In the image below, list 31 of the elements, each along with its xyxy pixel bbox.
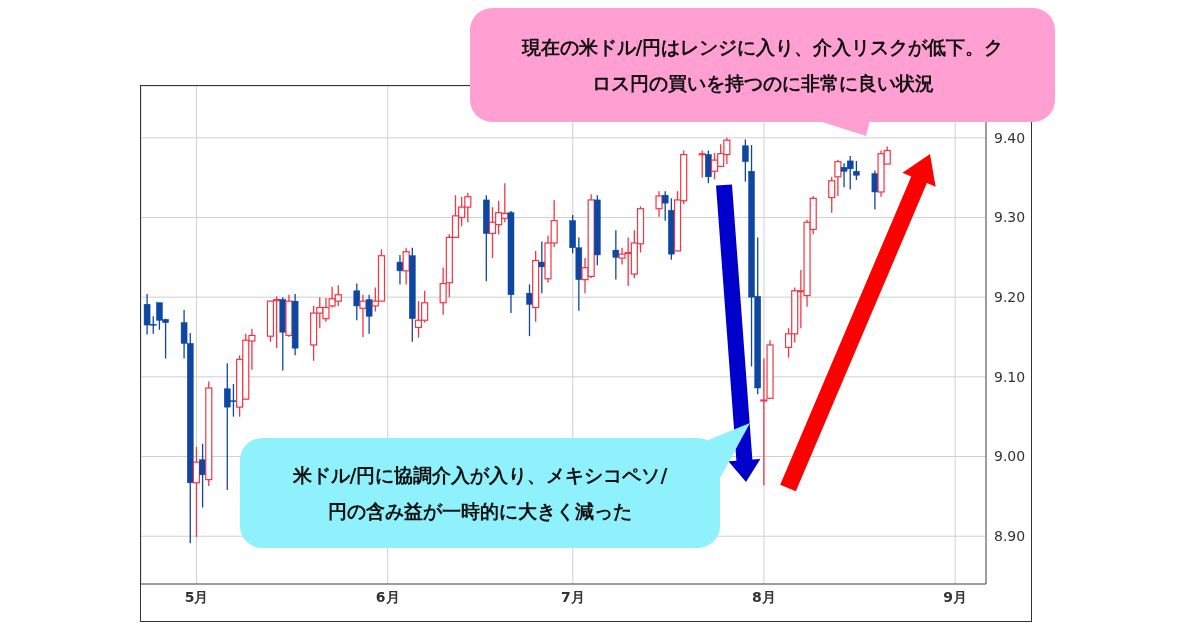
y-tick-label: 9.20 xyxy=(994,289,1026,306)
candlestick xyxy=(353,282,361,321)
candlestick xyxy=(655,190,663,218)
annotation: 現在の米ドル/円はレンジに入り、介入リスクが低下。クロス円の買いを持つのに非常に良い状況 xyxy=(520,34,1005,96)
candlestick xyxy=(705,149,712,184)
candlestick xyxy=(365,294,373,335)
x-tick-label: 8月 xyxy=(752,588,776,605)
candlestick xyxy=(396,254,404,286)
y-tick-label: 9.30 xyxy=(994,209,1026,226)
annotation: 米ドル/円に協調介入が入り、メキシコペソ/円の含み益が一時的に大きく減った xyxy=(291,462,669,524)
x-tick-label: 7月 xyxy=(560,588,585,605)
candlestick xyxy=(612,229,620,281)
candlestick xyxy=(742,138,749,183)
y-tick-label: 9.10 xyxy=(994,368,1026,385)
candlestick xyxy=(698,149,706,179)
candlestick xyxy=(834,159,842,197)
candlestick xyxy=(359,294,367,338)
y-tick-label: 8.90 xyxy=(994,528,1026,545)
candlestick xyxy=(538,240,546,294)
y-tick-label: 9.40 xyxy=(994,129,1026,146)
candlestick xyxy=(402,247,410,286)
x-tick-label: 5月 xyxy=(184,588,209,605)
candlestick xyxy=(661,190,669,222)
x-tick-label: 6月 xyxy=(375,588,400,605)
x-tick-label: 9月 xyxy=(943,588,968,605)
candlestick xyxy=(526,283,533,337)
candlestick xyxy=(871,169,879,211)
y-tick-label: 9.00 xyxy=(994,448,1026,465)
candlestick xyxy=(199,443,206,509)
candlestick xyxy=(192,446,201,538)
candlestick xyxy=(828,176,836,214)
